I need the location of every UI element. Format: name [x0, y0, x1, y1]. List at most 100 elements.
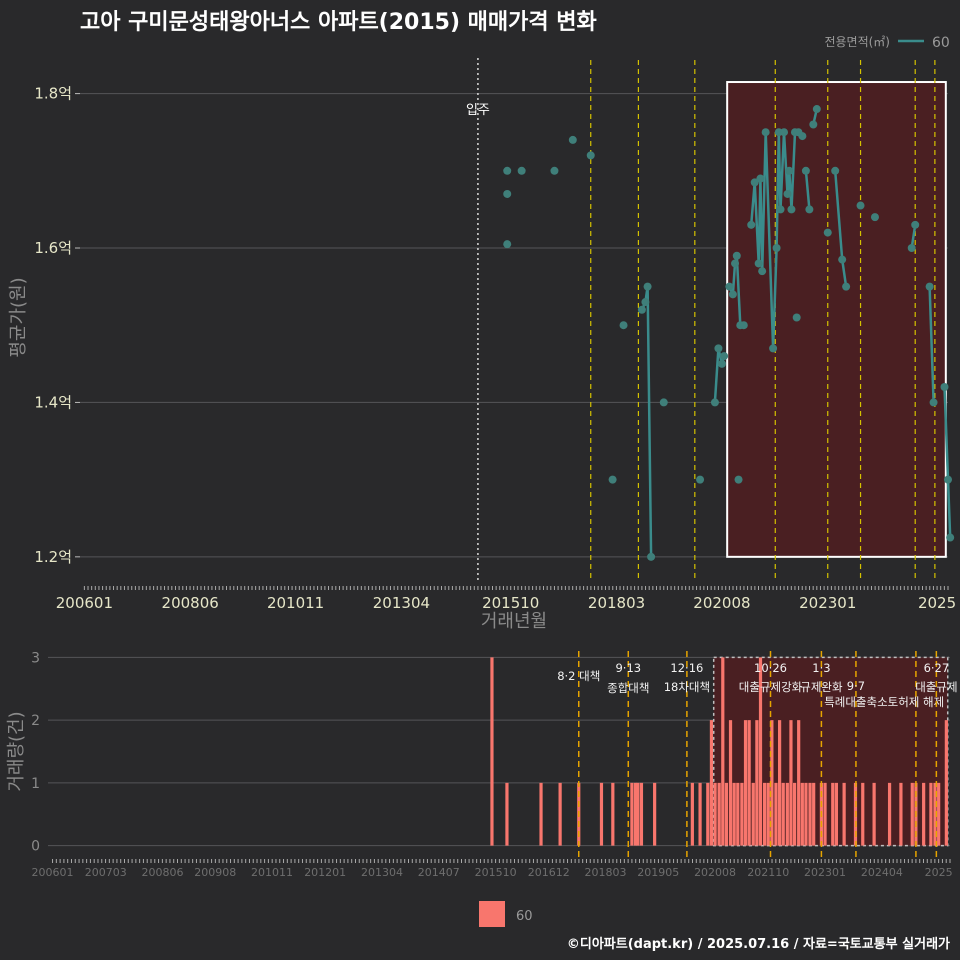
- price-point-32: [769, 344, 778, 353]
- price-point-5: [568, 135, 577, 144]
- price-xtick-label-1: 200806: [162, 594, 219, 612]
- volume-bar-52: [899, 782, 903, 846]
- volume-bar-58: [937, 782, 941, 846]
- price-yaxis-title: 평균가(원): [8, 277, 29, 357]
- volume-xtick-label-0: 200601: [32, 866, 74, 879]
- top-legend-title: 전용면적(㎡): [824, 35, 890, 49]
- price-xtick-label-7: 202301: [799, 594, 856, 612]
- price-point-19: [725, 282, 734, 291]
- price-point-13: [659, 398, 668, 407]
- price-xtick-label-6: 202008: [693, 594, 750, 612]
- volume-bar-38: [797, 720, 801, 846]
- volume-bar-45: [831, 782, 835, 846]
- volume-bar-6: [611, 782, 615, 846]
- price-point-56: [925, 282, 934, 291]
- volume-xtick-label-2: 200806: [142, 866, 184, 879]
- price-point-14: [696, 475, 705, 484]
- volume-bar-27: [755, 720, 759, 846]
- price-point-18: [720, 352, 729, 361]
- price-point-20: [728, 290, 737, 299]
- volume-bar-50: [872, 782, 876, 846]
- price-xtick-label-3: 201304: [373, 594, 430, 612]
- price-point-11: [643, 282, 652, 291]
- volume-bar-36: [789, 720, 793, 846]
- price-point-53: [870, 213, 879, 222]
- volume-policy-label-1-0: 9·13: [615, 661, 641, 675]
- volume-ytick-label-3: 3: [31, 650, 40, 666]
- price-point-43: [798, 132, 807, 141]
- volume-bar-35: [785, 782, 789, 846]
- price-xtick-label-0: 200601: [56, 594, 113, 612]
- price-point-12: [647, 552, 656, 561]
- price-point-51: [842, 282, 851, 291]
- volume-xtick-label-10: 201803: [585, 866, 627, 879]
- volume-bar-55: [922, 782, 926, 846]
- volume-bar-29: [763, 782, 767, 846]
- price-point-33: [772, 244, 781, 253]
- volume-policy-label-2-0: 12·16: [670, 661, 703, 675]
- volume-bar-1: [505, 782, 509, 846]
- volume-bar-33: [777, 720, 782, 846]
- volume-xtick-label-12: 202008: [694, 866, 736, 879]
- volume-bar-32: [774, 782, 778, 846]
- price-series-line-9: [928, 286, 935, 403]
- volume-xtick-label-14: 202301: [804, 866, 846, 879]
- price-xtick-label-8: 2025: [918, 594, 956, 612]
- volume-xtick-label-9: 201612: [528, 866, 570, 879]
- price-point-6: [586, 151, 595, 160]
- volume-bar-46: [834, 782, 838, 846]
- price-point-1: [503, 189, 512, 198]
- price-point-31: [761, 128, 770, 137]
- volume-bar-2: [539, 782, 543, 846]
- volume-bar-56: [929, 782, 933, 846]
- volume-xtick-label-3: 200908: [194, 866, 236, 879]
- top-legend-label: 60: [932, 35, 950, 51]
- price-xaxis-title: 거래년월: [481, 611, 547, 632]
- price-point-55: [911, 220, 920, 229]
- volume-policy-label-5-1: 특례대출축소: [824, 695, 887, 709]
- volume-bar-41: [808, 782, 812, 846]
- volume-bar-18: [721, 657, 725, 846]
- price-point-27: [750, 178, 759, 187]
- price-point-0: [503, 166, 512, 175]
- price-point-8: [619, 321, 628, 330]
- price-point-46: [809, 120, 818, 129]
- price-xtick-label-2: 201011: [267, 594, 324, 612]
- volume-bar-9: [636, 782, 640, 846]
- price-point-59: [944, 475, 952, 484]
- volume-bar-12: [690, 782, 694, 846]
- chart-title: 고아 구미문성태왕아너스 아파트(2015) 매매가격 변화: [80, 10, 597, 35]
- volume-xtick-label-15: 202404: [861, 866, 903, 879]
- volume-bar-25: [747, 720, 751, 846]
- volume-bar-20: [728, 720, 733, 846]
- volume-bar-7: [630, 782, 634, 846]
- volume-bar-19: [724, 782, 729, 846]
- price-point-10: [641, 298, 650, 307]
- volume-bar-15: [709, 720, 714, 846]
- volume-yaxis-title: 거래량(건): [6, 711, 27, 791]
- price-point-7: [608, 475, 617, 484]
- volume-policy-label-5-0: 9·7: [847, 679, 865, 693]
- price-point-17: [717, 359, 726, 368]
- footer-credit: ©디아파트(dapt.kr) / 2025.07.16 / 자료=국토교통부 실…: [567, 936, 950, 952]
- volume-bar-11: [653, 782, 657, 846]
- volume-bar-59: [944, 720, 948, 846]
- volume-ytick-label-2: 2: [31, 713, 40, 729]
- volume-bar-8: [633, 782, 638, 846]
- volume-bar-44: [823, 782, 827, 846]
- volume-xtick-label-4: 201011: [251, 866, 293, 879]
- price-xtick-label-4: 201510: [482, 594, 539, 612]
- price-ytick-label-2: 1.6억: [34, 239, 72, 257]
- volume-bar-17: [717, 782, 721, 846]
- price-series-line-0: [640, 286, 653, 557]
- volume-bar-42: [812, 782, 816, 846]
- volume-policy-label-0-0: 8·2 대책: [557, 669, 600, 683]
- volume-xtick-label-6: 201304: [361, 866, 403, 879]
- volume-xtick-label-7: 201407: [418, 866, 460, 879]
- price-xtick-label-5: 201803: [588, 594, 645, 612]
- price-point-45: [805, 205, 814, 214]
- price-point-49: [831, 166, 840, 175]
- price-point-48: [823, 228, 832, 237]
